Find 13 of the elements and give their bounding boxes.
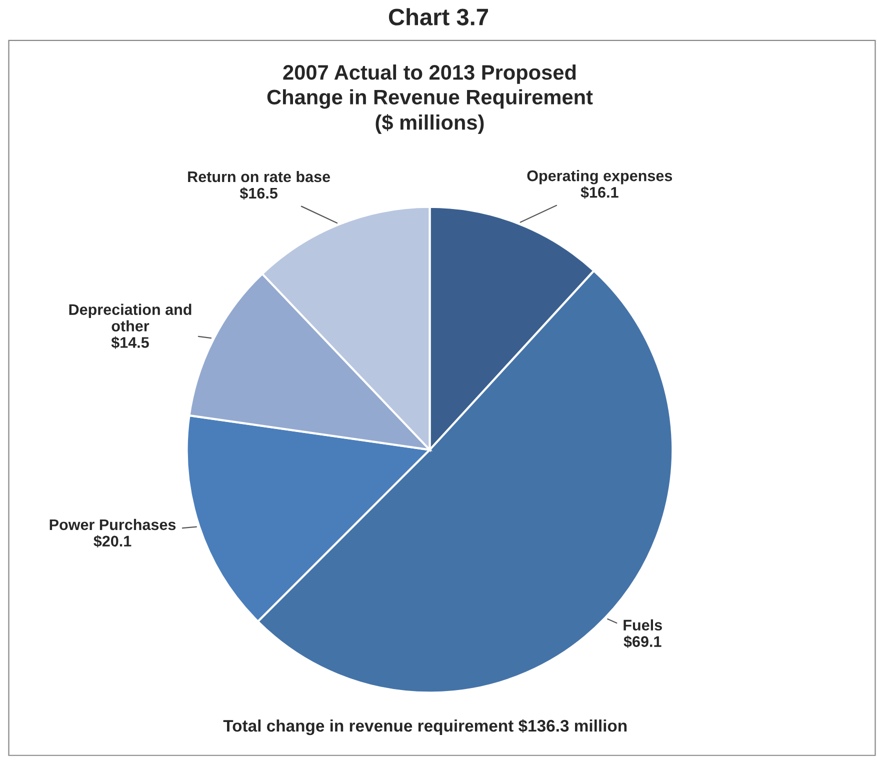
slice-label: Return on rate base <box>188 170 330 182</box>
data-label: $14.5 <box>111 336 149 349</box>
data-label: $16.5 <box>240 187 278 200</box>
data-label: $20.1 <box>94 535 132 548</box>
data-label: $16.1 <box>580 186 618 199</box>
chart-title: Chart 3.7 <box>388 8 488 26</box>
slice-label: Operating expenses <box>527 170 672 184</box>
slice-label: Depreciation and other <box>69 304 192 332</box>
text: Total change in revenue requirement $136.3 million <box>223 719 627 736</box>
slice-label: Fuels <box>624 619 662 631</box>
data-label: $69.1 <box>624 636 662 648</box>
chart-subtitle: 2007 Actual to 2013 Proposed Change in Revenue Requirement ($ millions) <box>267 64 593 134</box>
slice-label: Power Purchases <box>50 518 176 530</box>
